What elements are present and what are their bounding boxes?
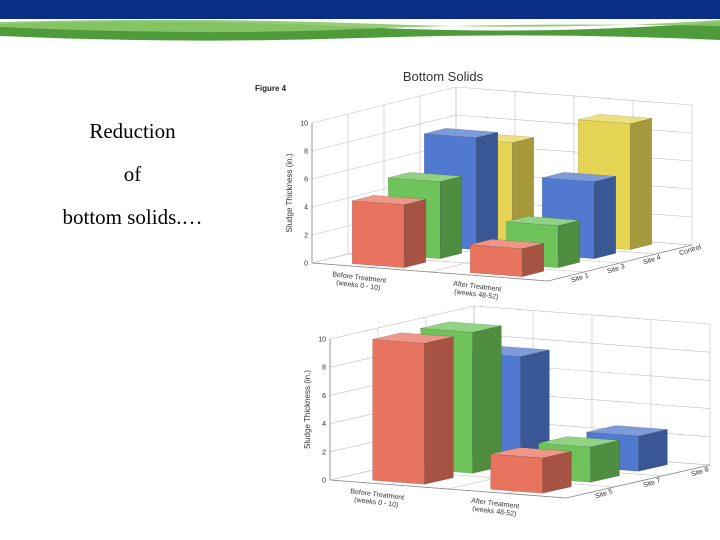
depth-axis-label: Site 5: [594, 488, 613, 500]
figure-title: Bottom Solids: [403, 69, 484, 84]
y-tick-label: 4: [304, 205, 308, 212]
y-tick-label: 8: [304, 149, 308, 156]
y-tick-label: 6: [322, 393, 326, 400]
x-category-label: Before Treatment(weeks 0 - 10): [331, 271, 387, 292]
y-tick-label: 0: [322, 478, 326, 485]
caption-line-2: of: [123, 162, 142, 186]
depth-axis-label: Site 1: [570, 272, 589, 284]
slide-caption: Reduction of bottom solids.…: [20, 110, 245, 239]
depth-axis-label: Site 8: [690, 466, 709, 478]
chart-top: 0 2 4 6 8 10 Sludge Thickness (in.) Before Trea…: [285, 86, 703, 302]
x-category-label: After Treatment(weeks 48-52): [470, 498, 520, 519]
banner-light-swoosh: [0, 19, 720, 33]
depth-axis-label: Site 7: [642, 477, 661, 489]
y-axis-label: Sludge Thickness (in.): [285, 153, 294, 232]
bar-site-1-before: [351, 195, 427, 268]
y-tick-label: 0: [304, 261, 308, 268]
y-tick-label: 10: [318, 337, 326, 344]
x-category-label: Before Treatment(weeks 0 - 10): [349, 488, 405, 509]
y-tick-label: 8: [322, 365, 326, 372]
depth-axis-label: Site 4: [642, 254, 661, 266]
figure-label: Figure 4: [255, 84, 287, 93]
x-category-label: After Treatment(weeks 48-52): [452, 281, 502, 302]
chart-bottom: 0 2 4 6 8 10 Sludge Thickness (in.) Before Trea…: [303, 305, 711, 519]
y-axis-label: Sludge Thickness (in.): [303, 370, 312, 449]
y-tick-label: 10: [300, 121, 308, 128]
figure-panel: Figure 4 Bottom Solids 0 2 4 6 8 10 Sludge Thi…: [255, 69, 711, 519]
y-tick-label: 2: [322, 449, 326, 456]
y-tick-label: 4: [322, 421, 326, 428]
header-banner: [0, 0, 720, 44]
bars: [351, 114, 652, 277]
y-tick-label: 2: [304, 233, 308, 240]
y-tick-label: 6: [304, 177, 308, 184]
bar-site-5-after: [490, 447, 572, 494]
banner-blue-band: [0, 0, 720, 19]
depth-axis-label: Site 3: [606, 263, 625, 275]
caption-line-1: Reduction: [89, 119, 176, 143]
bar-site-1-after: [469, 239, 544, 277]
bars: [372, 321, 668, 494]
bar-site-5-before: [372, 332, 454, 485]
caption-line-3: bottom solids.…: [62, 205, 203, 229]
